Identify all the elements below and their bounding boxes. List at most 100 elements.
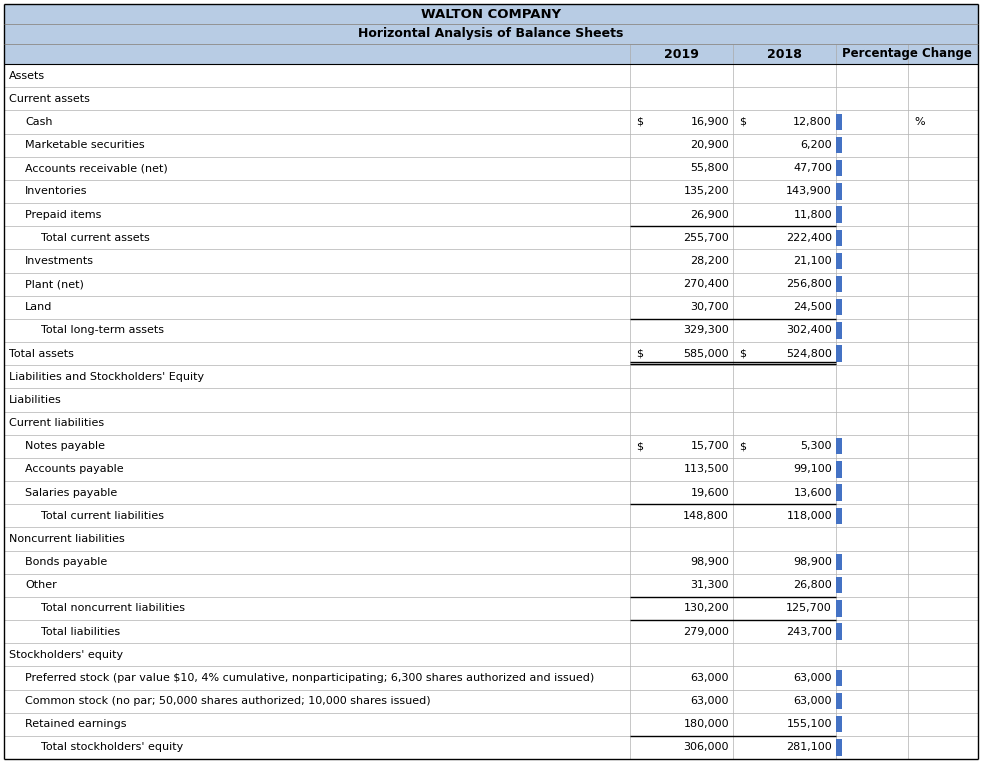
Bar xyxy=(836,345,842,362)
Text: Current assets: Current assets xyxy=(9,94,90,104)
Bar xyxy=(4,44,978,64)
Text: 180,000: 180,000 xyxy=(683,719,729,729)
Text: 16,900: 16,900 xyxy=(690,117,729,127)
Text: 2019: 2019 xyxy=(664,47,699,60)
Text: 20,900: 20,900 xyxy=(690,140,729,150)
Bar xyxy=(4,249,978,273)
Text: WALTON COMPANY: WALTON COMPANY xyxy=(421,8,561,21)
Bar xyxy=(4,411,978,434)
Text: Total stockholders' equity: Total stockholders' equity xyxy=(41,742,184,752)
Bar xyxy=(4,296,978,319)
Text: $: $ xyxy=(739,441,746,451)
Text: 524,800: 524,800 xyxy=(787,348,832,359)
Text: Accounts receivable (net): Accounts receivable (net) xyxy=(25,163,168,173)
Text: Inventories: Inventories xyxy=(25,187,87,197)
Text: Investments: Investments xyxy=(25,256,94,266)
Text: Total long-term assets: Total long-term assets xyxy=(41,325,164,335)
Text: Marketable securities: Marketable securities xyxy=(25,140,144,150)
Bar xyxy=(4,458,978,481)
Bar xyxy=(836,160,842,176)
Text: 6,200: 6,200 xyxy=(800,140,832,150)
Bar xyxy=(836,670,842,686)
Text: Prepaid items: Prepaid items xyxy=(25,210,101,219)
Text: 118,000: 118,000 xyxy=(787,511,832,520)
Text: $: $ xyxy=(636,348,643,359)
Bar xyxy=(4,574,978,597)
Text: Stockholders' equity: Stockholders' equity xyxy=(9,650,123,660)
Text: 11,800: 11,800 xyxy=(793,210,832,219)
Text: 281,100: 281,100 xyxy=(787,742,832,752)
Bar xyxy=(4,319,978,342)
Text: Total current liabilities: Total current liabilities xyxy=(41,511,164,520)
Text: Salaries payable: Salaries payable xyxy=(25,488,117,498)
Bar xyxy=(4,273,978,296)
Text: 21,100: 21,100 xyxy=(793,256,832,266)
Text: 125,700: 125,700 xyxy=(787,604,832,613)
Text: 13,600: 13,600 xyxy=(793,488,832,498)
Text: 5,300: 5,300 xyxy=(800,441,832,451)
Bar xyxy=(4,24,978,44)
Text: 585,000: 585,000 xyxy=(683,348,729,359)
Bar xyxy=(4,597,978,620)
Bar xyxy=(836,485,842,501)
Bar xyxy=(4,620,978,643)
Text: Common stock (no par; 50,000 shares authorized; 10,000 shares issued): Common stock (no par; 50,000 shares auth… xyxy=(25,696,431,706)
Bar xyxy=(836,739,842,756)
Text: 55,800: 55,800 xyxy=(690,163,729,173)
Text: 130,200: 130,200 xyxy=(683,604,729,613)
Text: 113,500: 113,500 xyxy=(683,464,729,475)
Bar xyxy=(4,180,978,203)
Text: 279,000: 279,000 xyxy=(683,626,729,636)
Bar xyxy=(4,342,978,365)
Text: Liabilities: Liabilities xyxy=(9,395,62,405)
Bar xyxy=(4,365,978,389)
Bar xyxy=(836,276,842,292)
Bar xyxy=(836,184,842,200)
Text: 63,000: 63,000 xyxy=(690,673,729,683)
Bar xyxy=(836,322,842,338)
Text: Total assets: Total assets xyxy=(9,348,74,359)
Bar xyxy=(4,666,978,690)
Text: $: $ xyxy=(636,441,643,451)
Text: 15,700: 15,700 xyxy=(690,441,729,451)
Bar xyxy=(4,389,978,411)
Text: 148,800: 148,800 xyxy=(683,511,729,520)
Text: Bonds payable: Bonds payable xyxy=(25,557,107,567)
Text: Cash: Cash xyxy=(25,117,52,127)
Text: Other: Other xyxy=(25,580,57,591)
Text: 155,100: 155,100 xyxy=(787,719,832,729)
Text: 24,500: 24,500 xyxy=(793,303,832,312)
Bar xyxy=(836,253,842,269)
Text: Notes payable: Notes payable xyxy=(25,441,105,451)
Text: 28,200: 28,200 xyxy=(690,256,729,266)
Text: $: $ xyxy=(739,348,746,359)
Text: Total liabilities: Total liabilities xyxy=(41,626,120,636)
Text: $: $ xyxy=(739,117,746,127)
Bar xyxy=(836,207,842,223)
Text: 30,700: 30,700 xyxy=(690,303,729,312)
Text: %: % xyxy=(914,117,925,127)
Text: Assets: Assets xyxy=(9,71,45,81)
Text: 243,700: 243,700 xyxy=(787,626,832,636)
Text: Horizontal Analysis of Balance Sheets: Horizontal Analysis of Balance Sheets xyxy=(358,27,624,40)
Text: 255,700: 255,700 xyxy=(683,232,729,243)
Bar xyxy=(4,736,978,759)
Bar xyxy=(836,600,842,616)
Text: 270,400: 270,400 xyxy=(683,279,729,289)
Bar xyxy=(836,554,842,570)
Text: 329,300: 329,300 xyxy=(683,325,729,335)
Text: 47,700: 47,700 xyxy=(793,163,832,173)
Bar xyxy=(836,693,842,709)
Text: 31,300: 31,300 xyxy=(690,580,729,591)
Bar xyxy=(836,623,842,639)
Text: Plant (net): Plant (net) xyxy=(25,279,83,289)
Text: 302,400: 302,400 xyxy=(787,325,832,335)
Bar xyxy=(4,504,978,527)
Text: 98,900: 98,900 xyxy=(793,557,832,567)
Text: Current liabilities: Current liabilities xyxy=(9,418,104,428)
Text: Land: Land xyxy=(25,303,52,312)
Text: Total noncurrent liabilities: Total noncurrent liabilities xyxy=(41,604,185,613)
Text: Liabilities and Stockholders' Equity: Liabilities and Stockholders' Equity xyxy=(9,372,204,382)
Bar xyxy=(4,550,978,574)
Text: 143,900: 143,900 xyxy=(787,187,832,197)
